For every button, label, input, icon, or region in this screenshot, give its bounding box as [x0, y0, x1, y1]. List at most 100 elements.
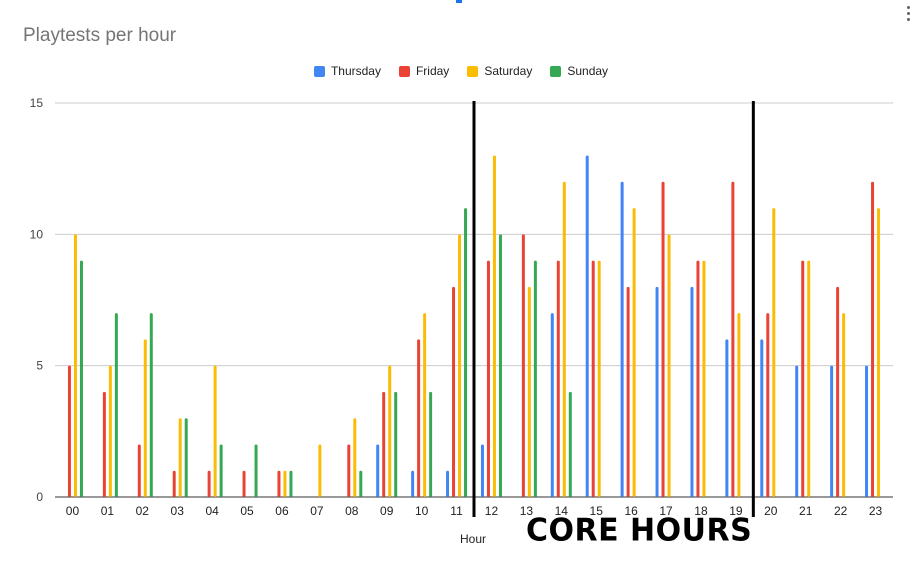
x-tick-label: 02 — [136, 504, 150, 518]
x-tick-label: 14 — [555, 504, 569, 518]
legend-label: Thursday — [330, 64, 381, 78]
bar-sunday-10 — [429, 391, 433, 497]
bar-saturday-04 — [213, 365, 217, 497]
bar-friday-02 — [137, 444, 141, 497]
legend-label: Sunday — [567, 64, 609, 78]
bar-saturday-01 — [108, 365, 112, 497]
bar-thursday-23 — [865, 365, 869, 497]
x-tick-label: 12 — [485, 504, 499, 518]
bar-sunday-00 — [79, 260, 83, 497]
bar-thursday-14 — [550, 313, 554, 497]
bar-saturday-19 — [737, 313, 741, 497]
x-tick-label: 07 — [310, 504, 324, 518]
bar-friday-01 — [102, 391, 106, 497]
x-tick-label: 16 — [624, 504, 638, 518]
x-tick-label: 19 — [729, 504, 743, 518]
x-tick-label: 10 — [415, 504, 429, 518]
x-tick-label: 00 — [66, 504, 80, 518]
bar-saturday-22 — [842, 313, 846, 497]
bar-saturday-20 — [772, 208, 776, 498]
bar-friday-12 — [486, 260, 490, 497]
bar-sunday-02 — [149, 313, 153, 497]
bar-friday-23 — [871, 181, 875, 498]
legend-label: Saturday — [484, 64, 533, 78]
legend-item-friday: Friday — [398, 64, 450, 78]
legend-swatch — [398, 65, 410, 77]
bar-sunday-05 — [254, 444, 258, 497]
bar-thursday-15 — [585, 155, 589, 498]
bar-saturday-07 — [318, 444, 322, 497]
bar-friday-05 — [242, 470, 246, 497]
bar-saturday-18 — [702, 260, 706, 497]
bar-thursday-17 — [655, 286, 659, 497]
bar-friday-13 — [521, 234, 525, 498]
bar-friday-17 — [661, 181, 665, 498]
bar-saturday-10 — [423, 313, 427, 497]
bar-sunday-01 — [114, 313, 118, 497]
x-tick-label: 08 — [345, 504, 359, 518]
x-tick-label: 15 — [590, 504, 604, 518]
legend-swatch — [550, 65, 562, 77]
bar-sunday-03 — [184, 418, 188, 497]
x-tick-label: 03 — [171, 504, 185, 518]
bar-saturday-08 — [353, 418, 357, 497]
bar-friday-06 — [277, 470, 281, 497]
bar-sunday-11 — [464, 208, 468, 498]
bar-saturday-00 — [73, 234, 77, 498]
x-tick-label: 04 — [205, 504, 219, 518]
x-tick-label: 18 — [694, 504, 708, 518]
legend-item-saturday: Saturday — [467, 64, 532, 78]
x-tick-label: 20 — [764, 504, 778, 518]
more-options-icon[interactable] — [904, 6, 912, 26]
y-tick-label: 15 — [30, 96, 44, 110]
legend: Thursday Friday Saturday Sunday — [0, 64, 922, 78]
bar-sunday-14 — [568, 391, 572, 497]
bar-friday-19 — [731, 181, 735, 498]
bar-friday-03 — [172, 470, 176, 497]
bar-sunday-12 — [498, 234, 502, 498]
legend-swatch — [313, 65, 325, 77]
x-tick-label: 06 — [275, 504, 289, 518]
bar-thursday-19 — [725, 339, 729, 497]
bar-saturday-21 — [807, 260, 811, 497]
bar-friday-08 — [347, 444, 351, 497]
bar-friday-20 — [766, 313, 770, 497]
bar-thursday-16 — [620, 181, 624, 498]
x-tick-label: 21 — [799, 504, 813, 518]
y-tick-label: 5 — [36, 359, 43, 373]
bar-thursday-11 — [446, 470, 450, 497]
bar-thursday-09 — [376, 444, 380, 497]
bar-friday-22 — [836, 286, 840, 497]
bar-sunday-06 — [289, 470, 293, 497]
bar-sunday-04 — [219, 444, 223, 497]
bar-friday-10 — [417, 339, 421, 497]
bar-friday-21 — [801, 260, 805, 497]
bar-saturday-03 — [178, 418, 182, 497]
bar-saturday-11 — [458, 234, 462, 498]
bar-sunday-13 — [533, 260, 537, 497]
bar-thursday-18 — [690, 286, 694, 497]
x-tick-label: 17 — [659, 504, 673, 518]
bar-thursday-22 — [830, 365, 834, 497]
bar-thursday-10 — [411, 470, 415, 497]
bar-friday-18 — [696, 260, 700, 497]
x-tick-label: 22 — [834, 504, 848, 518]
legend-item-sunday: Sunday — [550, 64, 608, 78]
y-tick-label: 0 — [36, 490, 43, 504]
bar-saturday-09 — [388, 365, 392, 497]
legend-swatch — [467, 65, 479, 77]
bar-sunday-08 — [359, 470, 363, 497]
bar-friday-00 — [67, 365, 71, 497]
bar-saturday-06 — [283, 470, 287, 497]
core-hours-annotation: CORE HOURS — [526, 512, 753, 549]
x-axis-title: Hour — [460, 532, 486, 546]
x-tick-label: 09 — [380, 504, 394, 518]
bar-friday-11 — [452, 286, 456, 497]
x-tick-label: 05 — [240, 504, 254, 518]
bar-saturday-15 — [597, 260, 601, 497]
legend-label: Friday — [415, 64, 450, 78]
bar-friday-16 — [626, 286, 630, 497]
bar-saturday-16 — [632, 208, 636, 498]
bar-friday-04 — [207, 470, 211, 497]
